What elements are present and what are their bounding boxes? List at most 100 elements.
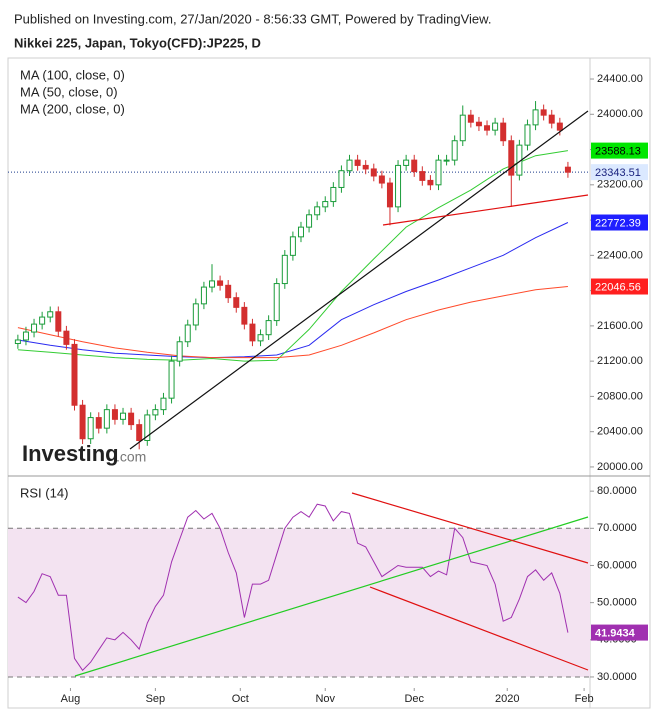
rsi-line	[17, 503, 569, 672]
candle-body	[136, 424, 143, 441]
candle-body	[241, 306, 248, 325]
candle-body	[31, 323, 38, 333]
candle-body	[354, 159, 361, 166]
candle-body	[14, 339, 21, 345]
candle-body	[330, 186, 337, 203]
candle-body	[63, 330, 70, 345]
candle-body	[233, 297, 240, 308]
candle-body	[79, 404, 86, 440]
y-tick-label: 24000.00	[597, 108, 643, 120]
trend-lines	[74, 110, 589, 677]
candle-body	[524, 124, 531, 146]
value-tag	[591, 624, 648, 641]
candle-body	[257, 334, 264, 342]
candle-body	[192, 303, 199, 326]
trend-line	[351, 492, 589, 564]
candle-body	[386, 182, 393, 208]
candle-body	[273, 283, 280, 322]
candle-body	[532, 109, 539, 126]
x-tick-label: Aug	[61, 693, 81, 705]
candle-body	[492, 122, 499, 131]
candle-body	[168, 360, 175, 399]
candle-body	[314, 206, 321, 216]
value-tag-label: 41.9434	[595, 627, 636, 639]
y-tick-label: 23200.00	[597, 179, 643, 191]
candle-body	[71, 343, 78, 406]
candle-body	[144, 414, 151, 441]
x-tick-label: Dec	[404, 693, 424, 705]
price-tag-label: 22046.56	[595, 281, 641, 293]
candle-body	[540, 109, 547, 116]
candle-body	[427, 179, 434, 186]
candle-body	[306, 214, 313, 228]
ma-line	[17, 222, 569, 359]
price-tag-label: 22772.39	[595, 217, 641, 229]
ma-line	[17, 150, 568, 362]
rsi-band	[8, 528, 590, 677]
rsi-panel: 30.000040.000050.000060.000070.000080.00…	[8, 485, 648, 705]
candle-body	[39, 316, 46, 325]
candle-body	[95, 417, 102, 429]
y-tick-label: 50.0000	[597, 597, 637, 609]
y-tick-label: 80.0000	[597, 485, 637, 497]
legend-entry: MA (100, close, 0)	[20, 67, 125, 82]
y-tick-label: 21200.00	[597, 355, 643, 367]
candle-body	[160, 397, 167, 411]
legend-entry: MA (200, close, 0)	[20, 101, 125, 116]
candle-body	[378, 175, 385, 184]
y-tick-label: 60.0000	[597, 559, 637, 571]
candle-body	[120, 412, 127, 420]
panel-title: RSI (14)	[20, 485, 68, 500]
legend-entry: MA (50, close, 0)	[20, 84, 118, 99]
y-tick-label: 21600.00	[597, 320, 643, 332]
x-tick-label: Nov	[315, 693, 335, 705]
x-tick-label: Feb	[575, 693, 594, 705]
candle-body	[209, 280, 216, 288]
candle-body	[451, 140, 458, 161]
candle-body	[443, 159, 450, 162]
candle-body	[508, 140, 515, 176]
candle-body	[419, 171, 426, 181]
frame	[7, 57, 651, 709]
trend-line	[74, 516, 589, 677]
y-tick-label: 24400.00	[597, 73, 643, 85]
logo-brand: Investing	[22, 441, 119, 466]
price-tag-label: 23343.51	[595, 167, 641, 179]
candle-body	[281, 254, 288, 285]
candle-body	[225, 284, 232, 299]
trend-line	[129, 110, 589, 450]
candle-body	[435, 159, 442, 186]
candle-body	[475, 121, 482, 127]
logo-suffix: .com	[116, 449, 146, 465]
y-tick-label: 22400.00	[597, 249, 643, 261]
y-tick-label: 70.0000	[597, 522, 637, 534]
x-tick-label: Oct	[232, 693, 249, 705]
ma-line	[17, 286, 568, 359]
published-note: Published on Investing.com, 27/Jan/2020 …	[14, 11, 491, 26]
price-panel: 20000.00 20400.00 20800.00 21200.00 21600.00…	[8, 67, 648, 473]
y-tick-label: 20000.00	[597, 461, 643, 473]
y-tick-label: 20400.00	[597, 426, 643, 438]
candle-body	[548, 114, 555, 124]
candle-body	[200, 286, 207, 305]
candle-body	[556, 122, 563, 131]
candle-body	[500, 122, 507, 142]
candle-body	[265, 320, 272, 336]
x-tick-label: Sep	[146, 693, 166, 705]
candle-body	[322, 201, 329, 208]
candle-body	[467, 114, 474, 123]
candle-body	[289, 236, 296, 256]
y-tick-label: 20800.00	[597, 390, 643, 402]
candle-body	[184, 324, 191, 343]
price-tag	[591, 142, 648, 159]
trend-line	[369, 586, 589, 671]
candle-body	[362, 164, 369, 170]
candle-body	[249, 323, 256, 342]
candle-body	[22, 331, 29, 341]
candle-body	[403, 159, 410, 166]
candle-body	[111, 409, 118, 420]
candle-body	[395, 164, 402, 208]
price-tag	[591, 164, 648, 181]
